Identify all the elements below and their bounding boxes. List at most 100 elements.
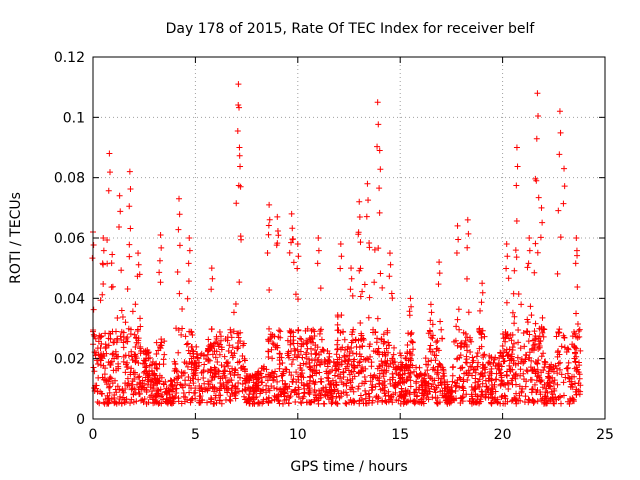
data-point (241, 357, 248, 364)
data-point (498, 394, 505, 401)
data-point (232, 395, 239, 402)
data-point (516, 392, 523, 399)
data-point (439, 335, 446, 342)
data-point (179, 306, 186, 313)
data-point (93, 349, 100, 356)
data-point (516, 383, 523, 390)
data-point (127, 400, 134, 407)
data-point (532, 368, 539, 375)
data-point (326, 386, 333, 393)
data-point (176, 242, 183, 249)
data-point (288, 239, 295, 246)
data-point (327, 368, 334, 375)
data-point (94, 399, 101, 406)
data-point (425, 358, 432, 365)
data-point (524, 319, 531, 326)
data-point (530, 367, 537, 374)
data-point (503, 265, 510, 272)
data-point (320, 385, 327, 392)
data-point (135, 250, 142, 257)
data-point (521, 343, 528, 350)
data-point (448, 384, 455, 391)
data-point (413, 386, 420, 393)
data-point (283, 396, 290, 403)
data-point (209, 351, 216, 358)
data-point (402, 354, 409, 361)
data-point (386, 273, 393, 280)
data-point (375, 121, 382, 128)
data-point (295, 253, 302, 260)
data-point (163, 388, 170, 395)
data-point (349, 292, 356, 299)
data-point (137, 345, 144, 352)
data-point (357, 319, 364, 326)
data-point (574, 320, 581, 327)
data-point (374, 143, 381, 150)
data-point (276, 327, 283, 334)
data-point (127, 371, 134, 378)
data-point (232, 301, 239, 308)
data-point (349, 375, 356, 382)
data-point (316, 369, 323, 376)
data-point (265, 231, 272, 238)
data-point (560, 392, 567, 399)
data-point (513, 390, 520, 397)
data-point (142, 357, 149, 364)
data-point (357, 293, 364, 300)
data-point (557, 359, 564, 366)
data-point (121, 399, 128, 406)
data-point (556, 366, 563, 373)
data-point (243, 399, 250, 406)
data-point (185, 278, 192, 285)
data-point (171, 394, 178, 401)
data-point (556, 151, 563, 158)
data-point (480, 372, 487, 379)
data-point (409, 338, 416, 345)
data-point (147, 384, 154, 391)
data-point (224, 389, 231, 396)
data-point (468, 383, 475, 390)
data-point (407, 295, 414, 302)
data-point (515, 339, 522, 346)
data-point (517, 366, 524, 373)
data-point (449, 378, 456, 385)
data-point (265, 222, 272, 229)
data-point (436, 270, 443, 277)
data-point (413, 393, 420, 400)
data-point (453, 323, 460, 330)
data-point (488, 399, 495, 406)
data-point (300, 393, 307, 400)
data-point (463, 275, 470, 282)
data-point (89, 255, 96, 262)
data-point (382, 358, 389, 365)
data-point (554, 270, 561, 277)
data-point (282, 380, 289, 387)
data-point (120, 389, 127, 396)
data-point (548, 361, 555, 368)
data-point (165, 397, 172, 404)
data-point (538, 396, 545, 403)
data-point (173, 325, 180, 332)
data-point (313, 362, 320, 369)
data-point (474, 398, 481, 405)
data-point (577, 388, 584, 395)
data-point (120, 358, 127, 365)
data-point (407, 369, 414, 376)
data-point (205, 336, 212, 343)
data-point (310, 339, 317, 346)
data-point (474, 393, 481, 400)
data-point (414, 392, 421, 399)
data-point (125, 352, 132, 359)
data-point (278, 372, 285, 379)
data-point (348, 339, 355, 346)
data-point (176, 195, 183, 202)
data-point (266, 287, 273, 294)
data-point (340, 374, 347, 381)
data-point (404, 341, 411, 348)
data-point (534, 90, 541, 97)
data-point (528, 312, 535, 319)
data-point (260, 398, 267, 405)
data-point (249, 400, 256, 407)
data-point (389, 295, 396, 302)
data-point (268, 397, 275, 404)
